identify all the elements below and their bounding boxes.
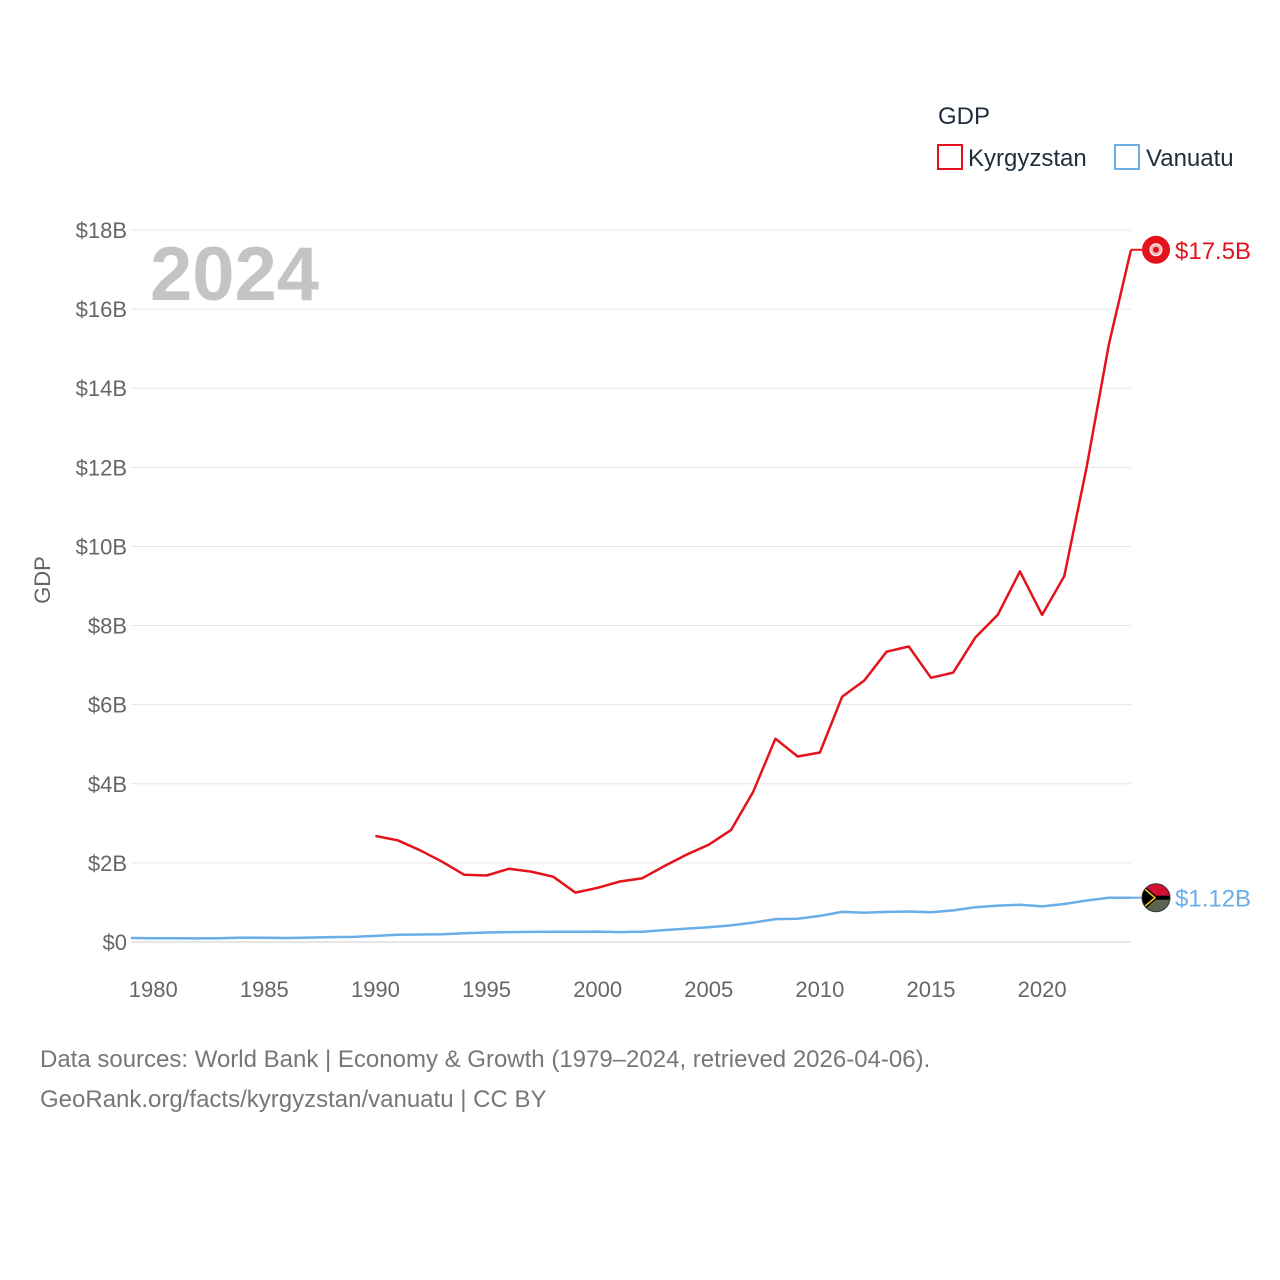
end-markers: $17.5B $1.12B bbox=[1131, 235, 1251, 913]
x-tick-label: 1980 bbox=[129, 977, 178, 1002]
x-tick-label: 2015 bbox=[907, 977, 956, 1002]
x-tick-label: 2000 bbox=[573, 977, 622, 1002]
y-tick-label: $0 bbox=[103, 930, 127, 955]
flag-icon-vanuatu bbox=[1141, 883, 1171, 913]
y-tick-label: $6B bbox=[88, 693, 127, 718]
x-tick-label: 2010 bbox=[795, 977, 844, 1002]
data-source-footer: Data sources: World Bank | Economy & Gro… bbox=[40, 1040, 930, 1120]
legend-swatch-kyrgyzstan[interactable] bbox=[937, 144, 963, 170]
series-line-kyrgyzstan bbox=[375, 249, 1133, 894]
y-tick-label: $12B bbox=[76, 455, 127, 480]
legend-title: GDP bbox=[938, 103, 990, 130]
gridlines bbox=[131, 229, 1131, 943]
y-axis-ticks: $0 $2B $4B $6B $8B $10B $12B $14B $16B $18B bbox=[76, 218, 127, 955]
flag-icon-kyrgyzstan bbox=[1142, 235, 1170, 264]
legend-label-kyrgyzstan[interactable]: Kyrgyzstan bbox=[968, 145, 1087, 172]
y-tick-label: $14B bbox=[76, 376, 127, 401]
x-tick-label: 1985 bbox=[240, 977, 289, 1002]
y-tick-label: $8B bbox=[88, 614, 127, 639]
x-axis-ticks: 1980 1985 1990 1995 2000 2005 2010 2015 2020 bbox=[129, 977, 1067, 1002]
x-tick-label: 2005 bbox=[684, 977, 733, 1002]
series-line-vanuatu bbox=[130, 896, 1131, 940]
y-tick-label: $2B bbox=[88, 851, 127, 876]
series-lines bbox=[130, 249, 1133, 940]
end-value-label-kyrgyzstan: $17.5B bbox=[1175, 238, 1251, 265]
y-tick-label: $4B bbox=[88, 772, 127, 797]
source-line-2: GeoRank.org/facts/kyrgyzstan/vanuatu | C… bbox=[40, 1086, 547, 1113]
legend-swatch-vanuatu[interactable] bbox=[1114, 144, 1140, 170]
year-display: 2024 bbox=[150, 232, 319, 317]
legend-label-vanuatu[interactable]: Vanuatu bbox=[1146, 145, 1234, 172]
x-tick-label: 2020 bbox=[1018, 977, 1067, 1002]
source-line-1: Data sources: World Bank | Economy & Gro… bbox=[40, 1046, 931, 1073]
legend: GDP Kyrgyzstan Vanuatu bbox=[937, 103, 1234, 172]
end-value-label-vanuatu: $1.12B bbox=[1175, 886, 1251, 913]
y-axis-label: GDP bbox=[30, 556, 55, 604]
x-tick-label: 1995 bbox=[462, 977, 511, 1002]
y-tick-label: $10B bbox=[76, 534, 127, 559]
x-tick-label: 1990 bbox=[351, 977, 400, 1002]
y-tick-label: $16B bbox=[76, 297, 127, 322]
y-tick-label: $18B bbox=[76, 218, 127, 243]
